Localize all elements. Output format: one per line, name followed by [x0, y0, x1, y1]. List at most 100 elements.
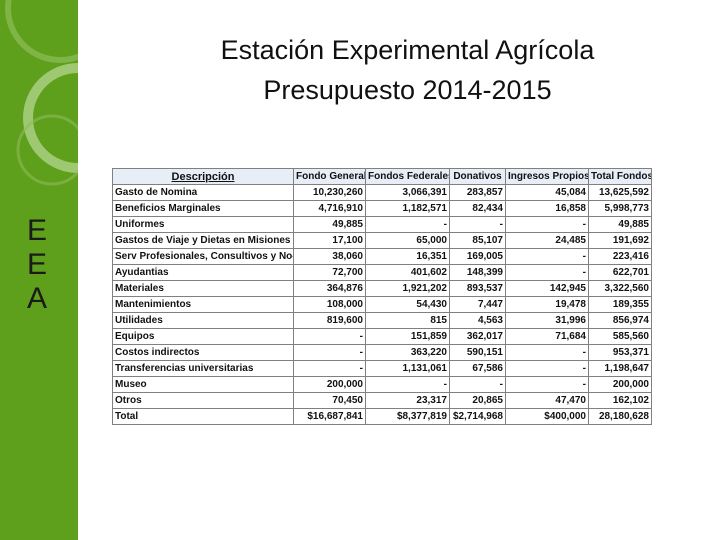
- table-row: Uniformes 49,885- - -49,885: [112, 216, 652, 233]
- table-cell: 67,586: [449, 360, 506, 377]
- table-cell: 815: [365, 312, 450, 329]
- table-cell: 17,100: [293, 232, 366, 249]
- row-label: Total: [112, 408, 294, 425]
- table-cell: 953,371: [588, 344, 652, 361]
- row-label: Uniformes: [112, 216, 294, 233]
- table-row: Mantenimientos 108,000 54,430 7,447 19,478 18…: [112, 296, 652, 313]
- table-cell: 401,602: [365, 264, 450, 281]
- table-cell: -: [293, 344, 366, 361]
- table-cell: 20,865: [449, 392, 506, 409]
- table-cell: -: [365, 376, 450, 393]
- row-label: Materiales: [112, 280, 294, 297]
- sidebar-band: E E A: [0, 0, 78, 540]
- table-cell: 4,563: [449, 312, 506, 329]
- table-cell: 169,005: [449, 248, 506, 265]
- table-cell: 49,885: [588, 216, 652, 233]
- table-row: Gasto de Nomina 10,230,260 3,066,391 283,85…: [112, 184, 652, 201]
- column-header: Descripción: [112, 168, 294, 185]
- table-cell: 893,537: [449, 280, 506, 297]
- table-row: Serv Profesionales, Consultivos y No-Pro…: [112, 248, 652, 265]
- table-cell: $8,377,819: [365, 408, 450, 425]
- table-row: Otros 70,450 23,317 20,865 47,470 162,102: [112, 392, 652, 409]
- sidebar-letter: A: [26, 282, 47, 315]
- sidebar-letter: E: [26, 248, 47, 281]
- slide-title: Estación Experimental Agrícola Presupues…: [100, 30, 715, 110]
- table-cell: 200,000: [588, 376, 652, 393]
- total-row: Total $16,687,841 $8,377,819 $2,714,968 $400…: [112, 408, 652, 425]
- table-cell: 82,434: [449, 200, 506, 217]
- table-cell: 108,000: [293, 296, 366, 313]
- table-cell: -: [505, 264, 589, 281]
- table-cell: 148,399: [449, 264, 506, 281]
- title-line-2: Presupuesto 2014-2015: [263, 75, 552, 105]
- table-cell: 363,220: [365, 344, 450, 361]
- table-cell: 71,684: [505, 328, 589, 345]
- table-cell: 85,107: [449, 232, 506, 249]
- table-cell: 283,857: [449, 184, 506, 201]
- table-cell: -: [505, 360, 589, 377]
- table-row: Transferencias universitarias - 1,131,061 6…: [112, 360, 652, 377]
- table-row: Museo 200,000- - -200,000: [112, 376, 652, 393]
- table-cell: 28,180,628: [588, 408, 652, 425]
- table-cell: 31,996: [505, 312, 589, 329]
- table-cell: 819,600: [293, 312, 366, 329]
- table-cell: 590,151: [449, 344, 506, 361]
- table-row: Gastos de Viaje y Dietas en Misiones Ofi…: [112, 232, 652, 249]
- table-row: Costos indirectos -363,220 590,151-953,371: [112, 344, 652, 361]
- table-cell: $16,687,841: [293, 408, 366, 425]
- table-cell: 19,478: [505, 296, 589, 313]
- table-cell: 200,000: [293, 376, 366, 393]
- table-cell: $2,714,968: [449, 408, 506, 425]
- row-label: Gastos de Viaje y Dietas en Misiones Ofi…: [112, 232, 294, 249]
- table-cell: 223,416: [588, 248, 652, 265]
- table-cell: $400,000: [505, 408, 589, 425]
- table-cell: 1,182,571: [365, 200, 450, 217]
- table-cell: -: [505, 216, 589, 233]
- column-header: Fondos Federales: [365, 168, 450, 185]
- table-cell: 191,692: [588, 232, 652, 249]
- row-label: Utilidades: [112, 312, 294, 329]
- table-cell: -: [365, 216, 450, 233]
- table-cell: 3,322,560: [588, 280, 652, 297]
- table-cell: 362,017: [449, 328, 506, 345]
- table-cell: 189,355: [588, 296, 652, 313]
- table-cell: 5,998,773: [588, 200, 652, 217]
- decorative-circles: [5, 0, 78, 186]
- table-cell: -: [505, 376, 589, 393]
- column-header: Donativos: [449, 168, 506, 185]
- table-cell: 856,974: [588, 312, 652, 329]
- table-cell: 49,885: [293, 216, 366, 233]
- table-cell: 1,921,202: [365, 280, 450, 297]
- table-cell: 4,716,910: [293, 200, 366, 217]
- table-row: Ayudantias 72,700 401,602 148,399-622,701: [112, 264, 652, 281]
- column-header: Fondo General: [293, 168, 366, 185]
- row-label: Beneficios Marginales: [112, 200, 294, 217]
- table-cell: 16,351: [365, 248, 450, 265]
- sidebar-letter: E: [26, 214, 47, 247]
- table-row: Beneficios Marginales 4,716,910 1,182,571 8…: [112, 200, 652, 217]
- row-label: Museo: [112, 376, 294, 393]
- row-label: Mantenimientos: [112, 296, 294, 313]
- table-cell: 38,060: [293, 248, 366, 265]
- row-label: Otros: [112, 392, 294, 409]
- table-body: Gasto de Nomina 10,230,260 3,066,391 283,85…: [112, 184, 652, 425]
- table-cell: 54,430: [365, 296, 450, 313]
- column-header: Ingresos Propios: [505, 168, 589, 185]
- table-header-row: Descripción Fondo General Fondos Federal…: [112, 168, 652, 185]
- table-cell: 151,859: [365, 328, 450, 345]
- table-cell: 364,876: [293, 280, 366, 297]
- row-label: Serv Profesionales, Consultivos y No-Pro…: [112, 248, 294, 265]
- table-cell: 622,701: [588, 264, 652, 281]
- table-cell: 70,450: [293, 392, 366, 409]
- table-cell: -: [505, 248, 589, 265]
- table-cell: 24,485: [505, 232, 589, 249]
- budget-table: Descripción Fondo General Fondos Federal…: [112, 168, 652, 425]
- table-cell: 1,131,061: [365, 360, 450, 377]
- table-cell: 1,198,647: [588, 360, 652, 377]
- table-cell: -: [449, 376, 506, 393]
- row-label: Transferencias universitarias: [112, 360, 294, 377]
- table-cell: -: [449, 216, 506, 233]
- table-cell: 45,084: [505, 184, 589, 201]
- table-cell: 16,858: [505, 200, 589, 217]
- table-cell: 7,447: [449, 296, 506, 313]
